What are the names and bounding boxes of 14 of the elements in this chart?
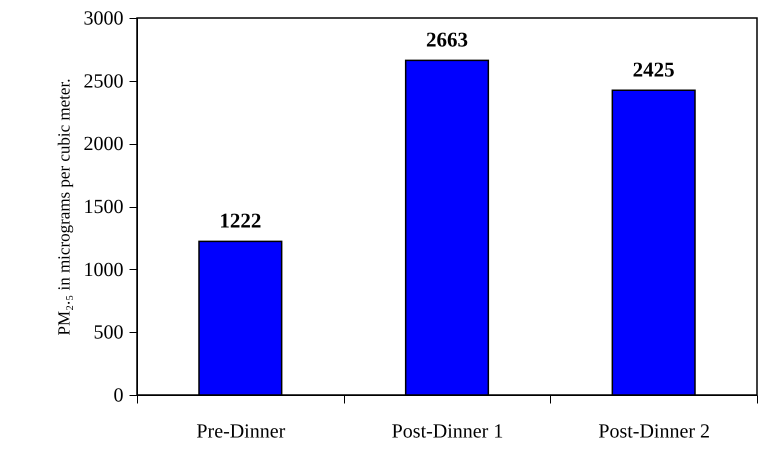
data-label: 2425 — [632, 57, 675, 82]
y-tick-label: 500 — [94, 322, 124, 344]
y-axis-title: PM₂.₅ in micrograms per cubic meter. — [54, 78, 74, 336]
y-tick-label: 2000 — [84, 133, 124, 156]
x-tick-label: Pre-Dinner — [196, 420, 286, 442]
data-label: 1222 — [219, 208, 262, 232]
y-tick-label: 3000 — [84, 8, 124, 30]
y-tick-label: 1000 — [84, 258, 124, 281]
y-tick-label: 2500 — [84, 70, 124, 92]
data-label: 2663 — [426, 27, 468, 52]
y-tick-label: 1500 — [84, 196, 124, 218]
x-tick-label: Post-Dinner 2 — [598, 420, 710, 442]
x-tick-label: Post-Dinner 1 — [392, 420, 504, 442]
y-tick-label: 0 — [114, 384, 124, 406]
